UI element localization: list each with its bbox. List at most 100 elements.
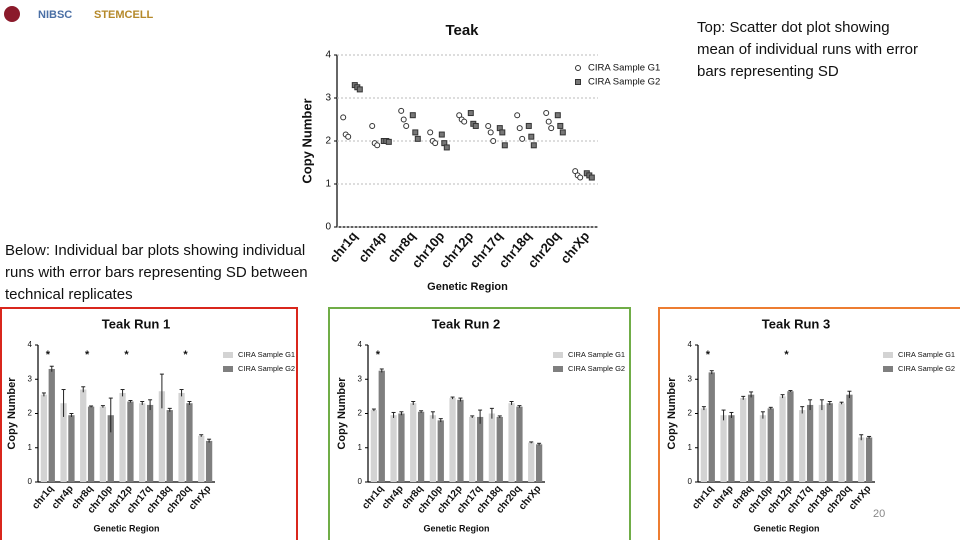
y-tick-label: 2 [28,409,33,418]
bar [838,403,845,482]
data-point [461,118,468,125]
bar [865,437,873,482]
data-point [519,135,526,142]
data-point [525,122,532,129]
bar [87,406,95,482]
data-point [374,142,381,149]
bar [488,413,496,482]
chart-title: Teak [445,22,479,39]
legend-marker [553,352,563,358]
data-point [438,131,445,138]
bar [720,415,727,482]
bar [127,401,134,482]
bar [708,372,715,482]
x-tick-label: chr1q [326,228,360,265]
significance-marker: * [85,349,90,361]
y-tick-label: 1 [688,443,693,452]
bar [740,398,747,482]
data-point [443,144,450,151]
data-point [412,129,419,136]
data-point [472,122,479,129]
legend-label: CIRA Sample G2 [898,364,955,373]
bar [40,394,48,482]
data-point [514,112,521,119]
legend-label: CIRA Sample G1 [588,63,660,74]
data-point [490,138,497,144]
bar [107,415,114,482]
data-point [557,122,564,129]
legend-marker [553,366,563,372]
bar [476,416,484,482]
panel-frame [328,307,631,540]
bar [535,444,543,482]
data-point [543,110,550,117]
legend-marker [575,79,581,85]
y-tick-label: 2 [325,136,331,147]
panel-frame [658,307,960,540]
page-number: 20 [873,508,886,520]
significance-marker: * [376,349,381,361]
x-tick-label: chrXp [187,484,214,513]
bar [60,403,67,482]
bar [146,404,154,482]
bar [205,440,213,482]
legend-label: CIRA Sample G1 [568,350,625,359]
data-point [487,129,494,136]
data-point [499,129,506,136]
data-point [554,112,561,119]
data-point [548,125,555,132]
data-point [427,129,434,136]
y-tick-label: 0 [688,477,693,486]
data-point [400,116,407,123]
y-tick-label: 1 [325,179,331,190]
y-axis-label: Copy Number [299,98,314,183]
bar [48,368,55,482]
bar [390,415,397,482]
bar [779,396,786,482]
bar [469,416,476,482]
significance-marker: * [124,349,129,361]
bar [429,415,437,482]
x-axis-label: Genetic Region [423,523,489,533]
data-point [467,110,474,117]
legend-marker [223,366,233,372]
significance-marker: * [784,349,789,361]
y-tick-label: 1 [358,443,363,452]
data-point [485,122,492,129]
legend-label: CIRA Sample G2 [588,77,660,88]
bar [139,403,146,482]
x-axis-label: Genetic Region [93,523,159,533]
data-point [432,140,439,147]
bar [410,403,417,482]
data-point [414,135,421,142]
data-point [356,86,363,93]
bar [516,406,523,482]
y-tick-label: 0 [358,477,363,486]
bar [806,404,814,482]
bar [186,403,193,482]
significance-marker: * [183,349,188,361]
chart-title: Teak Run 2 [432,316,500,331]
bar [178,392,185,482]
data-point [530,142,537,149]
legend-marker [575,65,581,71]
legend-label: CIRA Sample G2 [238,364,295,373]
y-tick-label: 4 [28,340,33,349]
bar [826,403,833,482]
significance-marker: * [46,349,51,361]
data-point [340,114,347,121]
bar [818,404,826,482]
bar [858,437,865,482]
bar [80,389,87,482]
legend-marker [883,352,893,358]
bar [759,415,767,482]
bar [846,394,853,482]
data-point [572,168,579,175]
legend-label: CIRA Sample G2 [568,364,625,373]
data-point [345,133,352,140]
data-point [545,118,552,125]
bar [370,410,378,482]
y-tick-label: 4 [358,340,363,349]
x-tick-label: chr4p [355,228,389,265]
